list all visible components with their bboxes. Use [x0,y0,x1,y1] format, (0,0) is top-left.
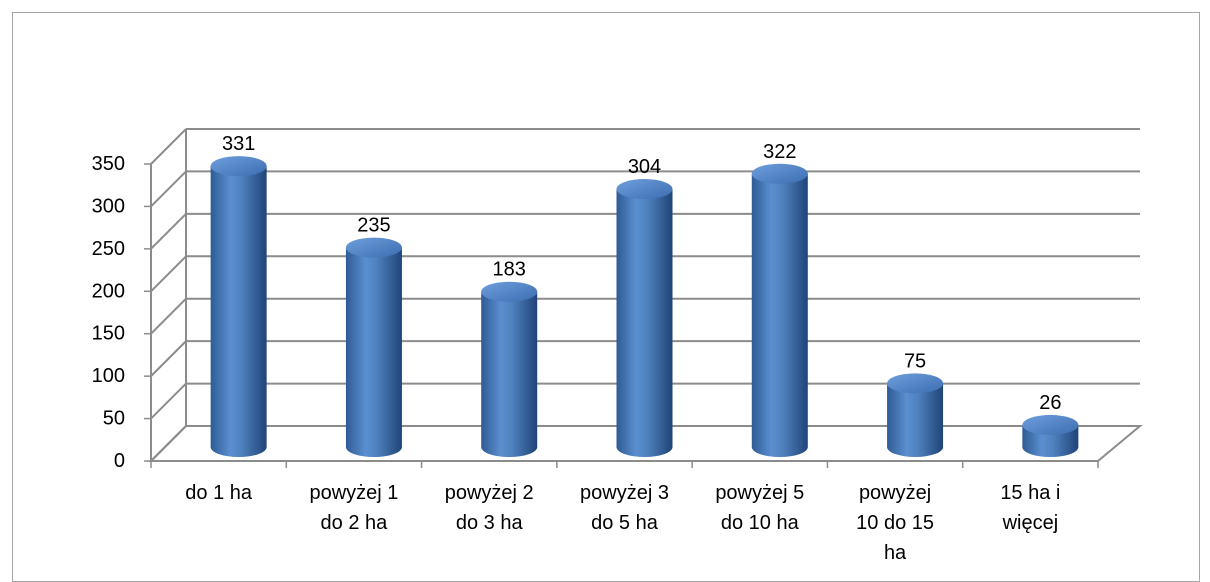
y-tick-label: 100 [92,365,125,387]
bar-value-label: 235 [357,215,390,237]
labels: 0 50 100 150 200 250 300 350 331 do 1 ha 235 powyże… [92,133,1062,564]
x-category-label: ha [884,542,907,564]
side-gridline [150,298,187,335]
bar-body [481,291,538,457]
bar-body [345,247,402,457]
x-category-label: więcej [1002,512,1059,534]
bar [210,156,267,457]
bar-top [751,163,808,184]
bar [751,163,808,457]
x-category-label: do 5 ha [591,512,659,534]
bar-value-label: 331 [222,133,255,155]
x-category-label: do 1 ha [185,482,253,504]
chart-frame [12,12,1200,582]
bar-top [616,179,673,200]
bar-value-label: 304 [628,156,661,178]
x-category-label: powyżej 2 [445,482,534,504]
bar-value-label: 75 [904,350,926,372]
bar-body [751,173,808,457]
side-gridline [150,170,187,208]
bar [887,373,944,457]
bar-body [616,189,673,457]
x-category-label: do 3 ha [456,512,524,534]
x-category-label: do 10 ha [721,512,800,534]
bar-body [210,166,267,457]
y-tick-label: 350 [92,153,125,175]
y-tick-label: 0 [114,450,125,472]
axes [144,128,1143,468]
x-category-label: 10 do 15 [856,512,934,534]
bar [481,281,538,457]
bar-value-label: 26 [1039,392,1061,414]
y-tick-label: 300 [92,195,125,217]
bar-top [210,156,267,177]
x-category-label: do 2 ha [321,512,389,534]
side-gridline [150,213,187,250]
side-gridline [150,255,187,292]
bar-body [887,383,944,457]
chart-floor [148,425,1143,462]
y-tick-label: 150 [92,323,125,345]
side-gridline [150,382,187,420]
x-category-label: powyżej 5 [715,482,804,504]
x-category-label: 15 ha i [1000,482,1060,504]
bar [345,237,402,457]
bar-value-label: 322 [763,141,796,163]
bar-top [481,281,538,302]
bar [1022,414,1079,458]
bar-top [887,373,944,394]
bar [616,179,673,457]
x-category-label: powyżej 3 [580,482,669,504]
y-tick-label: 250 [92,238,125,260]
bar-top [345,237,402,258]
x-category-label: powyżej [859,482,931,504]
bar-value-label: 183 [493,259,526,281]
side-gridline [150,340,187,377]
side-gridline [150,128,187,165]
x-category-label: powyżej 1 [309,482,398,504]
bars [210,156,1079,458]
y-tick-label: 200 [92,280,125,302]
y-tick-label: 50 [103,408,125,430]
bar-top [1022,414,1079,435]
